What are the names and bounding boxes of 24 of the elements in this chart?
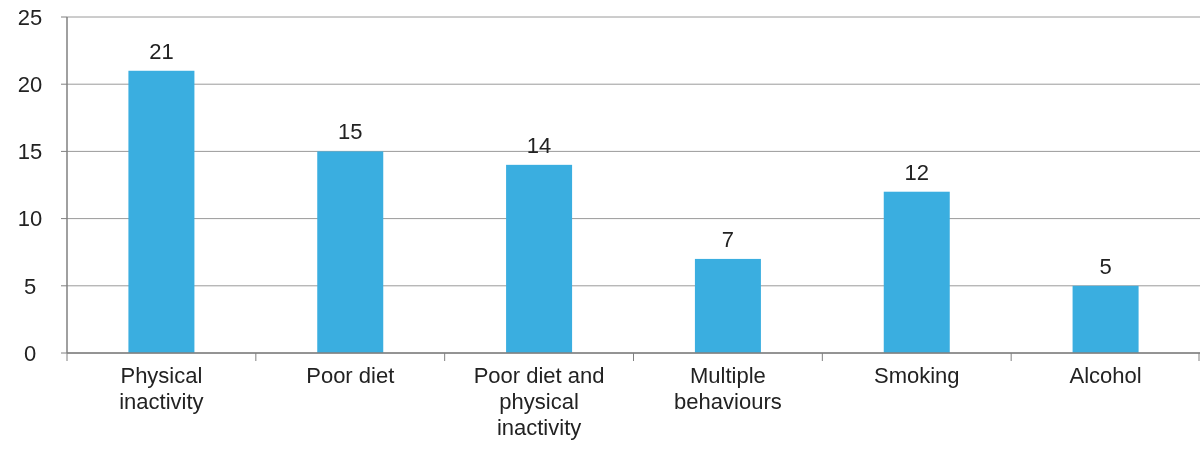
bar — [694, 258, 761, 353]
y-tick-label: 15 — [17, 139, 43, 165]
data-label: 14 — [526, 132, 552, 158]
bar — [317, 151, 384, 353]
y-tick-label: 10 — [17, 206, 43, 232]
data-label: 7 — [721, 226, 735, 252]
x-tick-label: Multiple behaviours — [674, 363, 782, 414]
data-label: 15 — [338, 119, 363, 145]
x-tick-label: Smoking — [873, 363, 960, 388]
x-tick-label: Physical inactivity — [119, 363, 204, 414]
data-label: 21 — [149, 38, 174, 64]
data-label: 12 — [904, 159, 929, 185]
bar — [128, 70, 195, 353]
bar — [883, 191, 950, 353]
y-tick-label: 25 — [17, 4, 43, 30]
x-tick-label: Poor diet and physical inactivity — [473, 363, 605, 440]
bar — [1072, 285, 1139, 353]
y-tick-label: 20 — [17, 71, 43, 97]
bar — [506, 164, 573, 353]
x-tick-label: Poor diet — [306, 363, 395, 388]
y-tick-label: 0 — [23, 340, 37, 366]
x-tick-label: Alcohol — [1069, 363, 1142, 388]
y-tick-label: 5 — [23, 273, 37, 299]
data-label: 5 — [1099, 253, 1112, 279]
